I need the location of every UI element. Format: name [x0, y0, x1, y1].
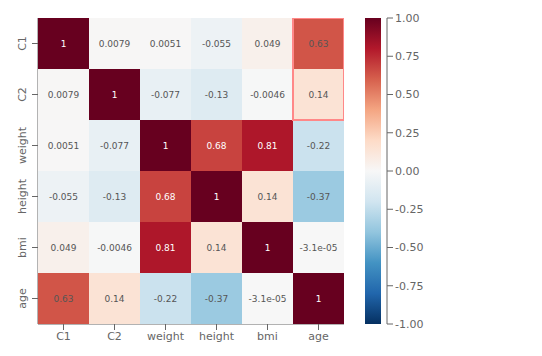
svg-text:C2: C2 — [16, 87, 29, 102]
svg-text:0.049: 0.049 — [51, 243, 77, 253]
svg-text:0.25: 0.25 — [395, 127, 420, 140]
svg-text:bmi: bmi — [16, 237, 29, 258]
svg-text:1: 1 — [265, 243, 271, 253]
svg-text:-0.37: -0.37 — [205, 294, 228, 304]
svg-text:0.049: 0.049 — [255, 39, 281, 49]
svg-text:0.0079: 0.0079 — [48, 90, 80, 100]
svg-text:C1: C1 — [16, 36, 29, 51]
svg-text:0.63: 0.63 — [53, 294, 73, 304]
svg-text:1.00: 1.00 — [395, 12, 420, 25]
svg-text:1: 1 — [163, 141, 169, 151]
svg-text:bmi: bmi — [257, 330, 278, 343]
svg-text:-0.077: -0.077 — [151, 90, 180, 100]
svg-text:0.0079: 0.0079 — [99, 39, 131, 49]
svg-text:-0.0046: -0.0046 — [97, 243, 132, 253]
svg-text:-0.13: -0.13 — [103, 192, 126, 202]
svg-text:0.14: 0.14 — [206, 243, 226, 253]
svg-text:0.00: 0.00 — [395, 165, 420, 178]
svg-text:0.68: 0.68 — [155, 192, 175, 202]
svg-text:1: 1 — [112, 90, 118, 100]
svg-text:weight: weight — [147, 330, 185, 343]
svg-text:age: age — [16, 288, 29, 309]
svg-text:0.81: 0.81 — [155, 243, 175, 253]
svg-text:-0.22: -0.22 — [307, 141, 330, 151]
svg-text:1: 1 — [61, 39, 67, 49]
svg-text:0.81: 0.81 — [257, 141, 277, 151]
svg-text:-0.13: -0.13 — [205, 90, 228, 100]
svg-text:0.50: 0.50 — [395, 88, 420, 101]
svg-text:0.0051: 0.0051 — [48, 141, 80, 151]
svg-text:age: age — [308, 330, 329, 343]
svg-text:-0.50: -0.50 — [395, 241, 423, 254]
svg-text:0.63: 0.63 — [308, 39, 328, 49]
svg-text:-0.22: -0.22 — [154, 294, 177, 304]
svg-text:-0.25: -0.25 — [395, 203, 423, 216]
svg-text:-0.0046: -0.0046 — [250, 90, 285, 100]
svg-text:1: 1 — [316, 294, 322, 304]
svg-text:0.68: 0.68 — [206, 141, 226, 151]
svg-text:-0.37: -0.37 — [307, 192, 330, 202]
svg-text:C1: C1 — [56, 330, 71, 343]
svg-text:C2: C2 — [107, 330, 122, 343]
svg-text:0.14: 0.14 — [104, 294, 124, 304]
svg-text:-1.00: -1.00 — [395, 318, 423, 331]
svg-text:0.0051: 0.0051 — [150, 39, 182, 49]
svg-text:1: 1 — [214, 192, 220, 202]
svg-text:0.75: 0.75 — [395, 50, 420, 63]
svg-text:-3.1e-05: -3.1e-05 — [300, 243, 338, 253]
svg-text:-0.077: -0.077 — [100, 141, 129, 151]
svg-text:0.14: 0.14 — [257, 192, 277, 202]
svg-text:-3.1e-05: -3.1e-05 — [249, 294, 287, 304]
svg-text:-0.055: -0.055 — [49, 192, 78, 202]
svg-text:weight: weight — [16, 126, 29, 164]
svg-text:height: height — [16, 178, 29, 214]
svg-text:-0.75: -0.75 — [395, 280, 423, 293]
svg-text:-0.055: -0.055 — [202, 39, 231, 49]
svg-text:0.14: 0.14 — [308, 90, 328, 100]
svg-text:height: height — [199, 330, 235, 343]
